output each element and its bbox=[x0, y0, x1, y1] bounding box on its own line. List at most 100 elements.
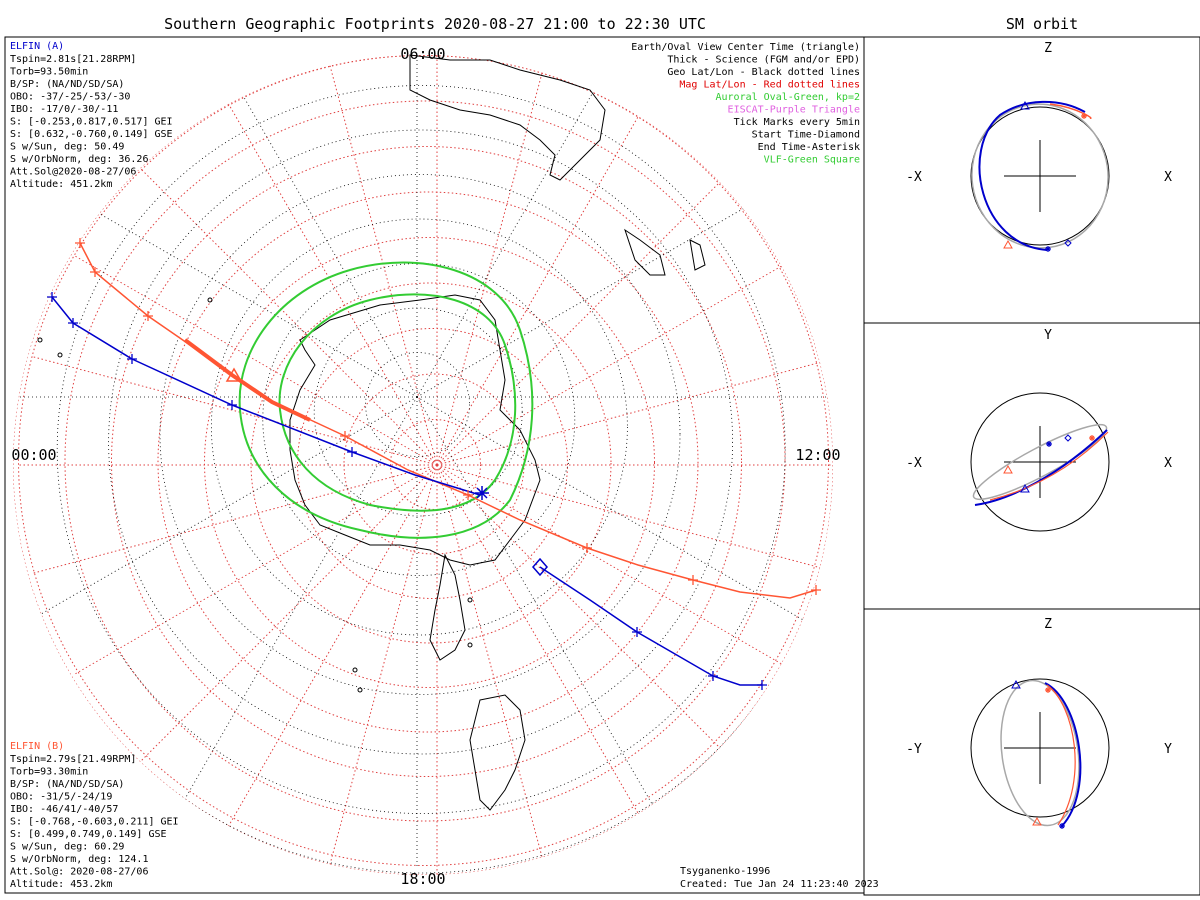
created-label: Created: Tue Jan 24 11:23:40 2023 bbox=[680, 879, 879, 890]
legend-entry: Thick - Science (FGM and/or EPD) bbox=[667, 55, 860, 66]
info-line: S: [-0.768,-0.603,0.211] GEI bbox=[10, 817, 179, 828]
geo-lat-circle bbox=[210, 218, 628, 636]
sm-orbit-a bbox=[1044, 682, 1082, 827]
elfin-a-tick bbox=[708, 671, 718, 681]
elfin-a-name: ELFIN (A) bbox=[10, 41, 64, 52]
elfin-a-tick bbox=[347, 447, 357, 457]
island bbox=[467, 642, 473, 648]
elfin-b-view-triangle bbox=[225, 367, 243, 382]
elfin-b-info: ELFIN (B) Tspin=2.79s[21.49RPM] Torb=93.3… bbox=[10, 741, 179, 890]
info-line: S w/OrbNorm, deg: 124.1 bbox=[10, 854, 148, 865]
island bbox=[467, 597, 473, 603]
elfin-a-tick bbox=[47, 292, 57, 302]
sm-panel-frame-3 bbox=[863, 608, 1200, 896]
elfin-a-info: ELFIN (A) Tspin=2.81s[21.28RPM] Torb=93.5… bbox=[10, 41, 173, 190]
elfin-b-tick bbox=[340, 431, 350, 441]
sm-orbit-gray bbox=[1000, 679, 1080, 827]
sm-label-top: Z bbox=[1044, 617, 1052, 632]
elfin-b-tick bbox=[463, 490, 473, 500]
mag-lon-line bbox=[436, 464, 735, 763]
sm-end-asterisk bbox=[1059, 823, 1065, 829]
info-line: S w/Sun, deg: 50.49 bbox=[10, 142, 124, 153]
clock-label-top: 06:00 bbox=[400, 45, 445, 63]
mag-lat-circle bbox=[297, 328, 568, 599]
elfin-a-tick bbox=[227, 400, 237, 410]
sm-label-right: X bbox=[1164, 170, 1172, 185]
sm-orbit-b bbox=[1046, 684, 1076, 826]
mag-lat-circle bbox=[111, 146, 742, 777]
coastline bbox=[429, 553, 466, 661]
elfin-b-science-segment bbox=[183, 338, 311, 422]
mag-lon-line bbox=[31, 355, 438, 466]
sm-label-top: Z bbox=[1044, 41, 1052, 56]
elfin-a-tick bbox=[127, 354, 137, 364]
elfin-b-tick bbox=[143, 311, 153, 321]
geo-lat-circle bbox=[159, 174, 681, 695]
info-line: S: [0.499,0.749,0.149] GSE bbox=[10, 829, 167, 840]
legend-entry: EISCAT-Purple Triangle bbox=[728, 105, 860, 116]
mag-lon-line bbox=[436, 167, 735, 466]
sm-end-asterisk bbox=[1045, 246, 1051, 252]
sm-earth-circle bbox=[970, 678, 1110, 818]
info-line: S w/Sun, deg: 60.29 bbox=[10, 842, 124, 853]
mag-lat-circle bbox=[390, 419, 481, 510]
mag-lon-line bbox=[436, 464, 801, 676]
island bbox=[57, 352, 63, 358]
elfin-a-track-2 bbox=[539, 566, 762, 686]
legend-entry: Earth/Oval View Center Time (triangle) bbox=[631, 42, 860, 53]
mag-lon-line bbox=[436, 254, 801, 466]
sm-view-triangle bbox=[1020, 483, 1030, 493]
info-line: OBO: -37/-25/-53/-30 bbox=[10, 92, 130, 103]
elfin-b-tick bbox=[90, 267, 100, 277]
sm-panels: Z -X X Y -X X Z -Y Y bbox=[863, 36, 1200, 896]
mag-lat-circle bbox=[64, 100, 786, 822]
elfin-a-tick bbox=[757, 680, 767, 690]
mag-lon-line bbox=[226, 101, 438, 466]
coastline bbox=[289, 294, 541, 566]
sm-view-triangle bbox=[1003, 239, 1013, 249]
legend-entry: End Time-Asterisk bbox=[758, 142, 860, 153]
coastline bbox=[469, 694, 526, 811]
legend-entry: Auroral Oval-Green, kp=2 bbox=[716, 92, 861, 103]
coastline bbox=[624, 228, 666, 276]
mag-lat-circle bbox=[204, 237, 655, 688]
sm-end-asterisk bbox=[1089, 435, 1095, 441]
sm-orbit-b bbox=[1049, 103, 1092, 119]
info-line: Altitude: 453.2km bbox=[10, 879, 112, 890]
footprint-tracks bbox=[47, 238, 821, 690]
elfin-a-tick bbox=[632, 627, 642, 637]
model-label: Tsyganenko-1996 bbox=[680, 866, 770, 877]
sm-orbit-title: SM orbit bbox=[1006, 15, 1078, 33]
elfin-b-tick bbox=[688, 575, 698, 585]
elfin-b-tick bbox=[811, 585, 821, 595]
legend-entry: Mag Lat/Lon - Red dotted lines bbox=[679, 80, 860, 91]
info-line: IBO: -46/41/-40/57 bbox=[10, 804, 118, 815]
geo-lat-circle bbox=[108, 129, 734, 755]
island bbox=[207, 297, 213, 303]
mag-lat-circle bbox=[18, 55, 829, 866]
coastline bbox=[689, 239, 706, 271]
info-line: B/SP: (NA/ND/SD/SA) bbox=[10, 79, 124, 90]
info-line: OBO: -31/5/-24/19 bbox=[10, 792, 112, 803]
sm-end-asterisk bbox=[1081, 113, 1087, 119]
mag-lat-circle bbox=[343, 373, 525, 555]
geo-lon-line bbox=[181, 55, 418, 398]
figure-title: Southern Geographic Footprints 2020-08-2… bbox=[164, 15, 706, 33]
mag-latlon-grid bbox=[13, 55, 833, 875]
info-line: B/SP: (NA/ND/SD/SA) bbox=[10, 779, 124, 790]
elfin-b-tick bbox=[582, 543, 592, 553]
sm-label-left: -Y bbox=[906, 742, 922, 757]
info-line: IBO: -17/0/-30/-11 bbox=[10, 104, 118, 115]
legend-entry: Tick Marks every 5min bbox=[734, 117, 860, 128]
elfin-a-tick bbox=[68, 318, 78, 328]
sm-label-left: -X bbox=[906, 170, 922, 185]
island bbox=[37, 337, 43, 343]
info-line: S: [0.632,-0.760,0.149] GSE bbox=[10, 129, 173, 140]
geo-lat-circle bbox=[313, 307, 523, 517]
sm-label-top: Y bbox=[1044, 328, 1052, 343]
sm-label-right: X bbox=[1164, 456, 1172, 471]
geo-lat-circle bbox=[365, 352, 471, 457]
mag-lon-line bbox=[139, 167, 438, 466]
mag-lon-line bbox=[73, 464, 438, 676]
mag-lon-line bbox=[31, 464, 438, 575]
